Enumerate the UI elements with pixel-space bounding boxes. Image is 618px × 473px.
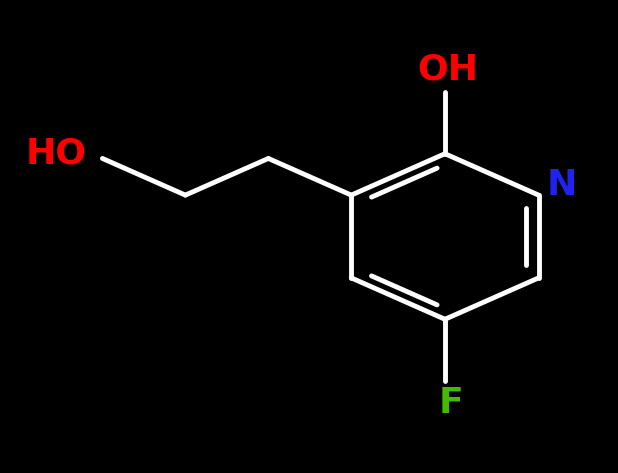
Text: N: N <box>547 168 577 201</box>
Text: HO: HO <box>25 137 87 171</box>
Text: OH: OH <box>417 53 478 87</box>
Text: F: F <box>439 386 464 420</box>
